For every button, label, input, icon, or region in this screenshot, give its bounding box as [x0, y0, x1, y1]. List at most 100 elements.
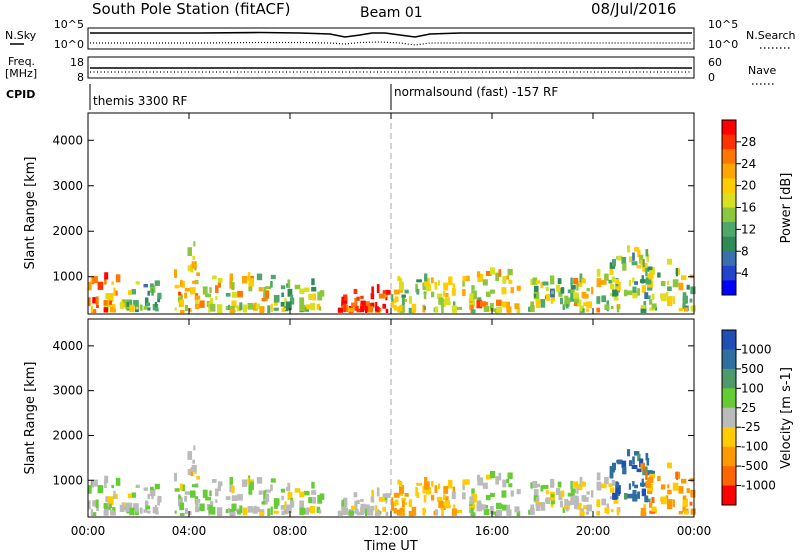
power-echo-cell	[376, 284, 380, 294]
velocity-echo-cell	[270, 484, 273, 491]
power-echo-cell	[626, 290, 633, 296]
power-echo-cell	[627, 245, 631, 253]
power-echo-cell	[609, 292, 613, 296]
power-echo-cell	[601, 295, 607, 303]
power-echo-cell	[184, 287, 191, 292]
power-echo-cell	[408, 307, 415, 314]
velocity-echo-cell	[370, 496, 375, 503]
power-echo-cell	[215, 296, 218, 300]
power-echo-cell	[581, 278, 586, 284]
velocity-echo-cell	[462, 492, 466, 500]
power-echo-cell	[312, 293, 317, 301]
xlabel: Time UT	[363, 539, 417, 554]
power-echo-cell	[516, 307, 521, 314]
power-echo-cell	[360, 300, 366, 305]
power-echo-cell	[107, 301, 111, 308]
velocity-echo-cell	[92, 479, 98, 487]
power-echo-cell	[92, 297, 96, 304]
velocity-echo-cell	[495, 476, 499, 485]
power-echo-cell	[187, 247, 193, 257]
power-echo-cell	[356, 296, 360, 301]
nsky-label: N.Sky	[5, 29, 37, 42]
power-echo-cell	[184, 292, 188, 299]
power-echo-cell	[448, 276, 453, 286]
power-echo-cell	[436, 293, 443, 300]
nave-label: Nave	[748, 64, 776, 77]
velocity-y-ticks: 1000 2000 3000 4000	[52, 339, 694, 487]
power-echo-cell	[114, 290, 118, 296]
velocity-echo-cell	[533, 495, 540, 503]
power-echo-cell	[540, 298, 546, 308]
velocity-echo-cell	[581, 495, 587, 502]
power-echo-cell	[247, 274, 250, 281]
velocity-echo-cell	[462, 484, 465, 491]
power-echo-cell	[573, 292, 579, 299]
power-echo-cell	[88, 297, 91, 307]
velocity-echo-cell	[113, 490, 116, 500]
freq-tick-bottom: 8	[77, 71, 84, 84]
velocity-echo-cell	[516, 510, 521, 517]
velocity-echo-cell	[252, 507, 258, 514]
power-echo-cell	[95, 296, 99, 306]
velocity-echo-cell	[247, 477, 250, 485]
power-echo-cell	[621, 256, 627, 265]
velocity-echo-cell	[551, 493, 555, 498]
power-echo-cell	[645, 268, 648, 277]
velocity-echo-cell	[648, 476, 654, 483]
velocity-echo-cell	[646, 457, 650, 466]
velocity-ytick-label: 1000	[52, 473, 83, 487]
velocity-echo-cell	[147, 510, 151, 514]
velocity-echo-cell	[408, 510, 415, 517]
velocity-echo-cell	[690, 508, 696, 515]
velocity-colorbar-label: 25	[741, 401, 756, 415]
power-echo-cell	[113, 287, 116, 296]
power-echo-cell	[399, 278, 403, 284]
velocity-echo-cell	[127, 493, 132, 499]
velocity-colorbar-cell	[722, 446, 736, 467]
velocity-echo-cell	[229, 476, 234, 485]
velocity-echo-cell	[496, 502, 502, 510]
velocity-echo-cell	[281, 495, 284, 501]
velocity-echo-cell	[408, 499, 413, 507]
power-echo-cell	[622, 263, 627, 271]
power-echo-cell	[385, 308, 389, 314]
power-echo-cell	[565, 303, 569, 309]
velocity-echo-cell	[202, 489, 208, 498]
power-echo-cell	[545, 294, 551, 301]
power-echo-cell	[464, 275, 470, 282]
velocity-echo-cell	[187, 451, 193, 460]
power-echo-cell	[375, 301, 378, 310]
velocity-echo-cell	[510, 490, 514, 497]
velocity-echo-cell	[187, 468, 192, 476]
power-echo-cell	[495, 272, 499, 282]
power-echo-cell	[681, 275, 687, 281]
power-echo-cell	[510, 287, 514, 294]
power-echo-cell	[227, 304, 230, 310]
velocity-echo-cell	[434, 509, 439, 516]
power-echo-cell	[144, 297, 149, 306]
date-title: 08/Jul/2016	[591, 0, 676, 18]
velocity-echo-cell	[212, 478, 217, 483]
power-echo-cell	[452, 283, 456, 289]
velocity-echo-cell	[273, 510, 279, 514]
time-tick-label: 04:00	[172, 524, 207, 538]
power-echo-cell	[111, 281, 115, 285]
power-echo-cell	[437, 280, 441, 286]
power-echo-cell	[194, 303, 200, 310]
velocity-echo-cell	[184, 508, 188, 515]
power-echo-cell	[683, 307, 688, 312]
power-echo-cell	[155, 308, 159, 312]
velocity-echo-cell	[401, 500, 405, 508]
velocity-echo-cell	[508, 483, 513, 488]
power-colorbar-cell	[722, 192, 736, 208]
velocity-echo-cell	[637, 453, 641, 462]
power-colorbar-cell	[722, 134, 736, 150]
power-echo-cell	[570, 277, 573, 286]
power-echo-cell	[149, 283, 154, 287]
velocity-echo-cell	[657, 475, 661, 482]
power-echo-cell	[195, 295, 201, 300]
velocity-echo-cell	[640, 507, 646, 512]
power-echo-cell	[247, 302, 254, 310]
velocity-echo-cell	[570, 496, 576, 505]
velocity-echo-cell	[649, 510, 656, 514]
